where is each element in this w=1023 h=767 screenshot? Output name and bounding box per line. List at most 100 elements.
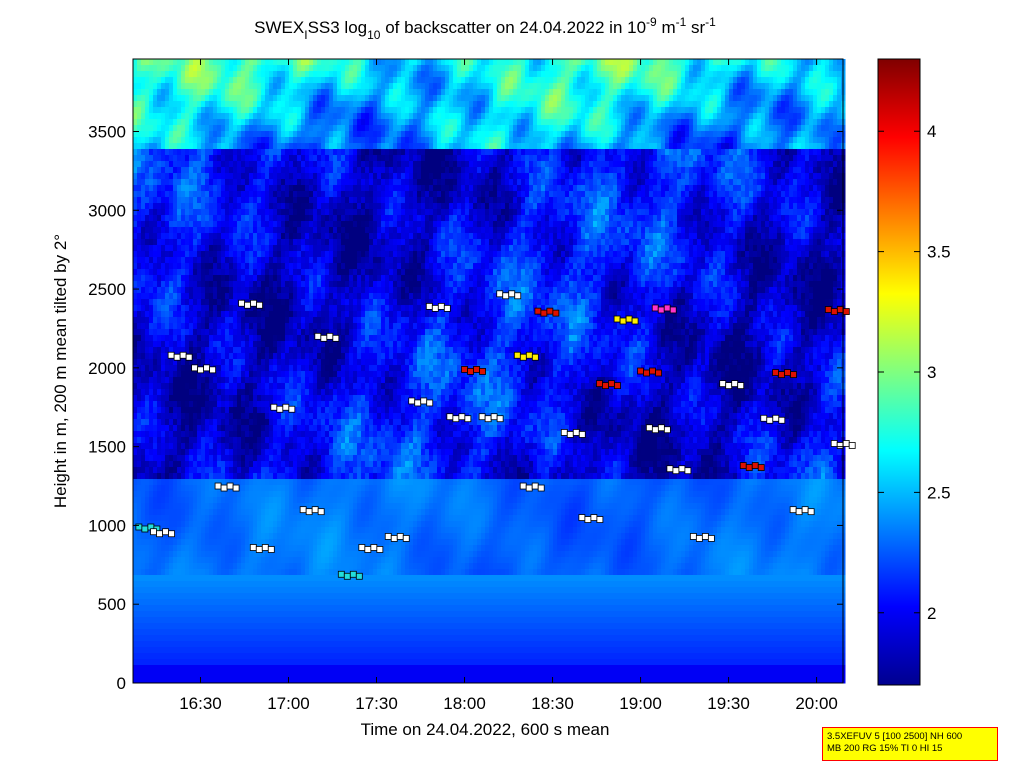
heatmap-cell [309, 149, 314, 156]
heatmap-cell [217, 557, 222, 564]
heatmap-cell [225, 647, 230, 654]
heatmap-cell [253, 653, 258, 660]
heatmap-cell [261, 455, 266, 462]
heatmap-cell [149, 227, 154, 234]
heatmap-cell [261, 311, 266, 318]
heatmap-cell [257, 77, 262, 84]
heatmap-cell [133, 599, 138, 606]
heatmap-cell [273, 413, 278, 420]
heatmap-cell [293, 209, 298, 216]
heatmap-cell [221, 299, 226, 306]
heatmap-cell [309, 119, 314, 126]
heatmap-cell [305, 485, 310, 492]
heatmap-cell [161, 455, 166, 462]
heatmap-cell [305, 71, 310, 78]
heatmap-cell [205, 263, 210, 270]
heatmap-cell [309, 563, 314, 570]
heatmap-cell [313, 227, 318, 234]
heatmap-cell [289, 437, 294, 444]
heatmap-cell [253, 185, 258, 192]
heatmap-cell [185, 209, 190, 216]
heatmap-cell [249, 401, 254, 408]
heatmap-cell [221, 629, 226, 636]
heatmap-cell [221, 437, 226, 444]
heatmap-cell [229, 467, 234, 474]
heatmap-cell [201, 527, 206, 534]
heatmap-cell [321, 365, 326, 372]
heatmap-cell [301, 455, 306, 462]
heatmap-cell [205, 197, 210, 204]
heatmap-cell [273, 227, 278, 234]
heatmap-cell [153, 335, 158, 342]
heatmap-cell [169, 251, 174, 258]
heatmap-cell [301, 359, 306, 366]
heatmap-cell [321, 401, 326, 408]
heatmap-cell [241, 359, 246, 366]
heatmap-cell [257, 665, 262, 672]
heatmap-cell [257, 485, 262, 492]
heatmap-cell [177, 641, 182, 648]
heatmap-cell [221, 287, 226, 294]
heatmap-cell [169, 347, 174, 354]
heatmap-cell [137, 113, 142, 120]
heatmap-cell [281, 551, 286, 558]
heatmap-cell [193, 215, 198, 222]
heatmap-cell [265, 263, 270, 270]
heatmap-cell [209, 581, 214, 588]
heatmap-cell [225, 347, 230, 354]
heatmap-cell [181, 191, 186, 198]
heatmap-cell [321, 317, 326, 324]
heatmap-cell [173, 299, 178, 306]
heatmap-cell [217, 527, 222, 534]
heatmap-cell [165, 605, 170, 612]
heatmap-cell [229, 563, 234, 570]
heatmap-cell [281, 641, 286, 648]
heatmap-cell [317, 143, 322, 150]
heatmap-cell [317, 401, 322, 408]
heatmap-cell [237, 593, 242, 600]
heatmap-cell [189, 83, 194, 90]
heatmap-cell [149, 551, 154, 558]
heatmap-cell [313, 305, 318, 312]
heatmap-cell [321, 437, 326, 444]
heatmap-cell [269, 485, 274, 492]
heatmap-cell [133, 647, 138, 654]
heatmap-cell [141, 323, 146, 330]
heatmap-cell [309, 305, 314, 312]
heatmap-cell [265, 161, 270, 168]
heatmap-cell [189, 641, 194, 648]
heatmap-cell [153, 467, 158, 474]
heatmap-cell [141, 455, 146, 462]
heatmap-cell [149, 287, 154, 294]
heatmap-cell [229, 587, 234, 594]
heatmap-cell [305, 149, 310, 156]
heatmap-cell [261, 671, 266, 678]
heatmap-cell [201, 467, 206, 474]
heatmap-cell [145, 569, 150, 576]
heatmap-cell [177, 293, 182, 300]
heatmap-cell [141, 287, 146, 294]
heatmap-cell [201, 59, 206, 66]
heatmap-cell [241, 137, 246, 144]
heatmap-cell [165, 467, 170, 474]
heatmap-cell [277, 677, 282, 684]
heatmap-cell [133, 227, 138, 234]
heatmap-cell [257, 539, 262, 546]
heatmap-cell [173, 359, 178, 366]
heatmap-cell [253, 251, 258, 258]
heatmap-cell [209, 419, 214, 426]
heatmap-cell [273, 551, 278, 558]
heatmap-cell [313, 545, 318, 552]
heatmap-cell [281, 353, 286, 360]
heatmap-cell [297, 305, 302, 312]
heatmap-cell [197, 221, 202, 228]
heatmap-cell [281, 587, 286, 594]
heatmap-cell [185, 137, 190, 144]
heatmap-cell [309, 449, 314, 456]
heatmap-cell [209, 281, 214, 288]
heatmap-cell [165, 311, 170, 318]
heatmap-cell [301, 299, 306, 306]
heatmap-cell [277, 647, 282, 654]
heatmap-cell [281, 335, 286, 342]
heatmap-cell [293, 659, 298, 666]
